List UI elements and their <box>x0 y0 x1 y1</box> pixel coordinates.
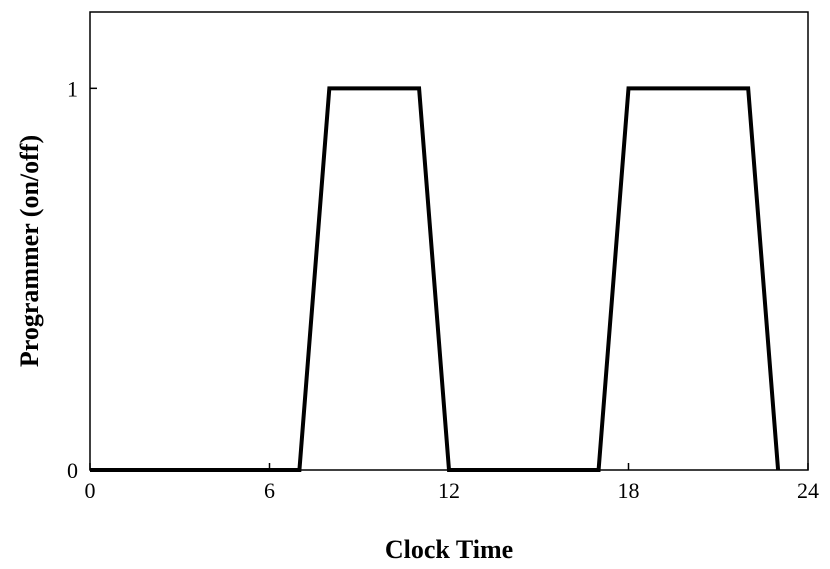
y-axis-title: Programmer (on/off) <box>15 135 44 367</box>
y-tick-label: 1 <box>67 76 78 101</box>
series-group <box>90 86 781 472</box>
series-line <box>90 86 781 472</box>
plot-area <box>89 11 809 471</box>
x-tick-label: 18 <box>618 478 640 503</box>
x-tick-label: 24 <box>797 478 819 503</box>
x-tick-label: 6 <box>264 478 275 503</box>
x-tick-label: 12 <box>438 478 460 503</box>
y-tick-label: 0 <box>67 458 78 483</box>
x-tick-label: 0 <box>85 478 96 503</box>
x-axis-ticks: 0 6 12 18 24 <box>85 463 819 503</box>
x-axis-title: Clock Time <box>385 535 513 564</box>
y-axis-ticks: 01 <box>67 76 97 483</box>
